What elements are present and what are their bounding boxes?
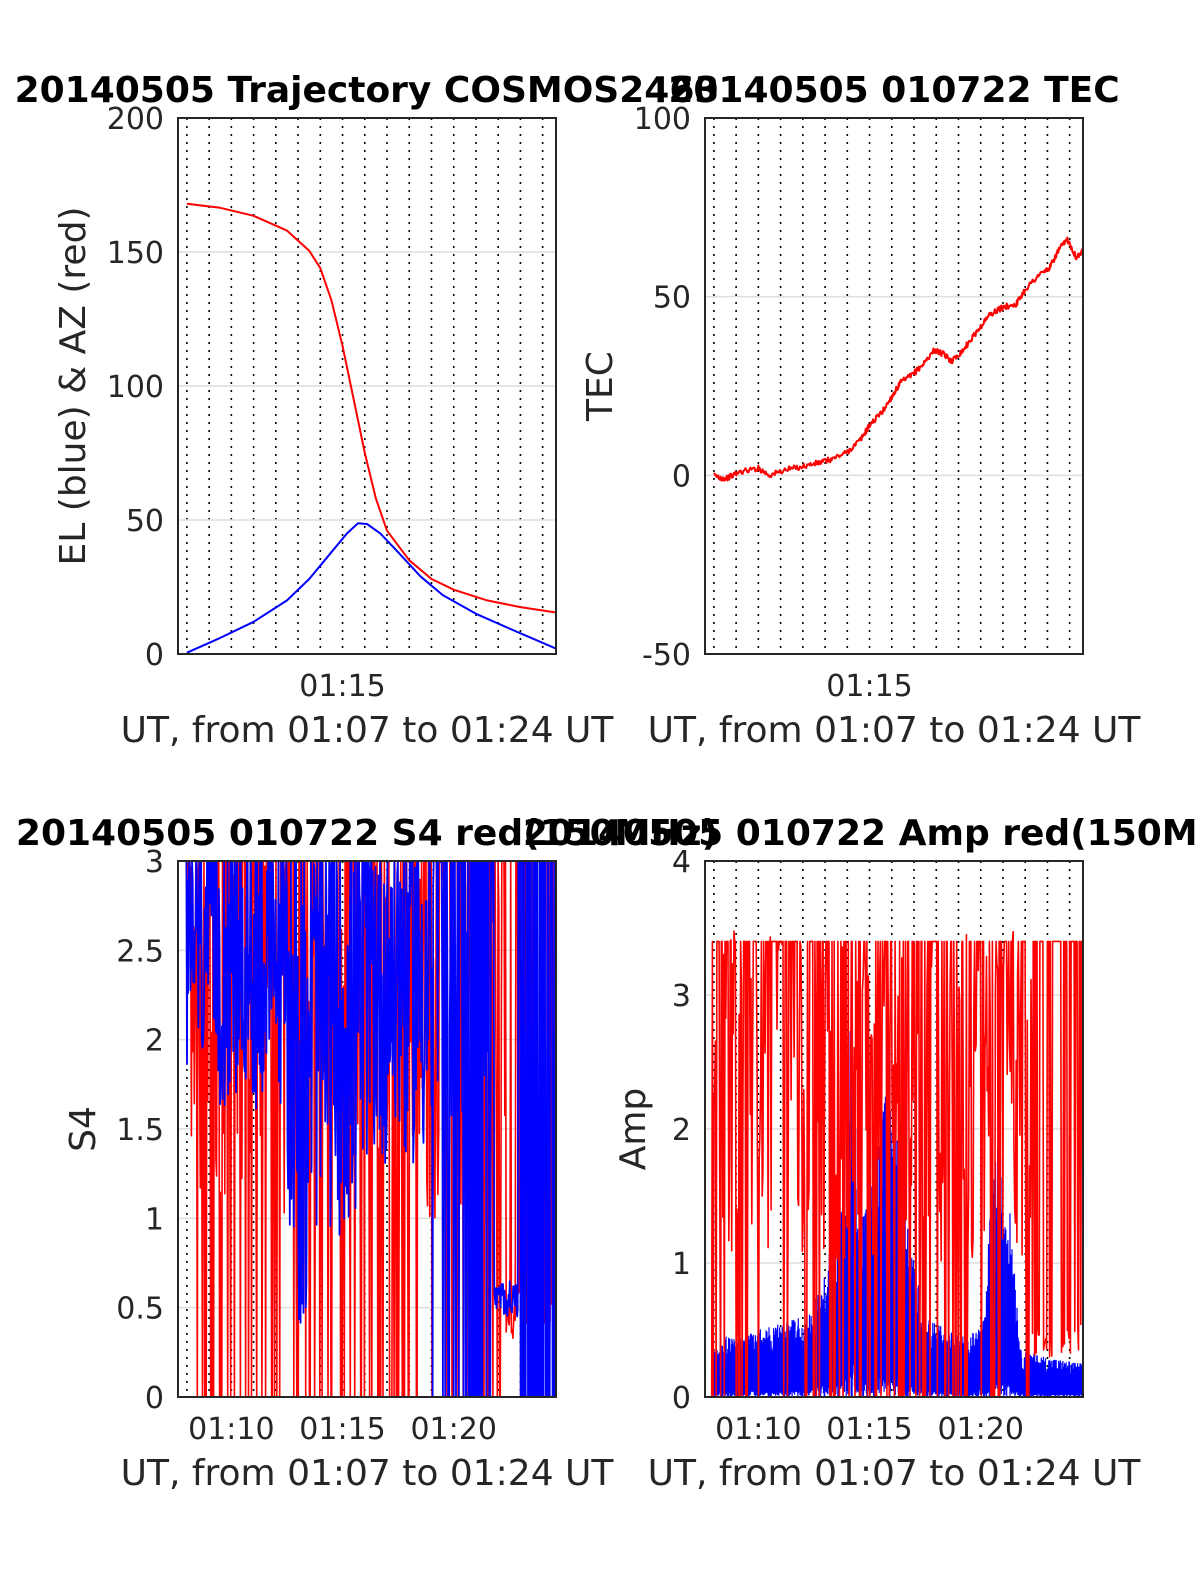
amp-series-group	[710, 930, 1083, 1397]
amp-title: 20140505 010722 Amp red(150MHz)	[523, 813, 1200, 854]
trajectory-title: 20140505 Trajectory COSMOS2463	[15, 70, 720, 111]
s4-y-tick-label: 0	[145, 1381, 164, 1416]
trajectory-y-tick-labels: 0 50 100 150 200	[107, 102, 164, 673]
tec-x-tick-label: 01:15	[826, 669, 912, 704]
panel-tec: -50 0 50 100 01:15 20140505 010722 TEC UT, …	[580, 70, 1141, 751]
s4-series-group	[184, 861, 556, 1397]
s4-x-axis-label: UT, from 01:07 to 01:24 UT	[121, 1453, 615, 1494]
tec-y-tick-label: 50	[653, 281, 691, 316]
amp-x-axis-label: UT, from 01:07 to 01:24 UT	[648, 1453, 1142, 1494]
tec-series	[713, 236, 1083, 482]
s4-x-tick-labels: 01:10 01:15 01:20	[188, 1412, 497, 1447]
trajectory-y-tick-label: 50	[126, 504, 164, 539]
s4-y-tick-label: 2	[145, 1024, 164, 1059]
tec-x-tick-labels: 01:15	[826, 669, 912, 704]
tec-y-tick-label: 0	[672, 459, 691, 494]
trajectory-y-tick-label: 200	[107, 102, 164, 137]
trajectory-y-tick-label: 100	[107, 370, 164, 405]
amp-y-tick-labels: 0 1 2 3 4	[672, 845, 691, 1416]
tec-y-tick-label: 100	[634, 102, 691, 137]
trajectory-series-red	[186, 202, 556, 614]
s4-y-tick-labels: 0 0.5 1 1.5 2 2.5 3	[116, 845, 164, 1416]
amp-y-tick-label: 1	[672, 1247, 691, 1282]
trajectory-series-group	[186, 202, 556, 654]
s4-x-tick-label: 01:10	[188, 1412, 274, 1447]
s4-axes-box	[177, 860, 557, 1398]
amp-y-tick-label: 0	[672, 1381, 691, 1416]
amp-series-red	[710, 930, 1083, 1397]
s4-y-axis-label: S4	[63, 1106, 104, 1152]
trajectory-x-tick-labels: 01:15	[299, 669, 385, 704]
s4-series	[184, 861, 556, 1397]
trajectory-y-tick-label: 0	[145, 638, 164, 673]
tec-axes-box	[704, 117, 1084, 655]
s4-y-tick-label: 3	[145, 845, 164, 880]
s4-x-tick-label: 01:20	[410, 1412, 496, 1447]
trajectory-vertical-grid	[186, 118, 544, 654]
s4-y-tick-label: 0.5	[116, 1292, 164, 1327]
tec-y-axis-label: TEC	[580, 351, 621, 422]
panel-amp: 0 1 2 3 4 01:10 01:15 01:20 20140505 010722 Am…	[523, 813, 1200, 1494]
tec-y-tick-labels: -50 0 50 100	[634, 102, 691, 673]
s4-y-tick-label: 1.5	[116, 1113, 164, 1148]
trajectory-x-axis-label: UT, from 01:07 to 01:24 UT	[121, 710, 615, 751]
amp-x-tick-label: 01:15	[826, 1412, 912, 1447]
amp-series-blue	[711, 1015, 1083, 1397]
trajectory-y-axis-label: EL (blue) & AZ (red)	[53, 207, 94, 566]
amp-x-tick-label: 01:20	[937, 1412, 1023, 1447]
s4-series-blue	[184, 861, 556, 1397]
trajectory-y-tick-label: 150	[107, 236, 164, 271]
amp-axes-box	[704, 860, 1084, 1398]
panel-trajectory: 0 50 100 150 200 01:15 20140505 Trajectory C…	[15, 70, 720, 751]
trajectory-axes-box	[177, 117, 557, 655]
amp-y-tick-label: 3	[672, 979, 691, 1014]
trajectory-x-tick-label: 01:15	[299, 669, 385, 704]
tec-series-group	[713, 236, 1083, 482]
amp-y-tick-label: 2	[672, 1113, 691, 1148]
s4-y-tick-label: 2.5	[116, 934, 164, 969]
trajectory-horizontal-grid	[178, 251, 556, 521]
trajectory-series-blue	[186, 522, 556, 654]
tec-series-red	[713, 236, 1083, 482]
tec-x-axis-label: UT, from 01:07 to 01:24 UT	[648, 710, 1142, 751]
amp-y-axis-label: Amp	[613, 1088, 654, 1171]
tec-title: 20140505 010722 TEC	[668, 70, 1119, 111]
amp-y-tick-label: 4	[672, 845, 691, 880]
tec-vertical-grid	[713, 118, 1071, 654]
amp-x-tick-label: 01:10	[715, 1412, 801, 1447]
amp-series	[710, 930, 1083, 1397]
s4-title: 20140505 010722 S4 red(150MHz)	[16, 813, 718, 854]
s4-y-tick-label: 1	[145, 1202, 164, 1237]
tec-y-tick-label: -50	[642, 638, 691, 673]
panel-s4: 0 0.5 1 1.5 2 2.5 3 01:10 01:15 01:20 20140505 0…	[16, 813, 718, 1494]
s4-x-tick-label: 01:15	[299, 1412, 385, 1447]
amp-x-tick-labels: 01:10 01:15 01:20	[715, 1412, 1024, 1447]
trajectory-series	[186, 202, 556, 654]
